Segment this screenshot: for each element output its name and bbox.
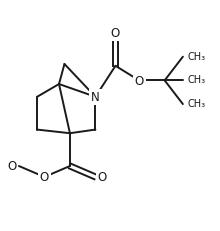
Text: O: O [134,75,144,88]
Text: O: O [97,171,106,184]
Text: N: N [91,91,100,104]
Text: O: O [40,171,49,184]
Text: CH₃: CH₃ [187,99,205,109]
Text: CH₃: CH₃ [187,75,205,85]
Text: O: O [8,159,17,172]
Text: O: O [111,27,120,40]
Text: CH₃: CH₃ [187,52,205,61]
